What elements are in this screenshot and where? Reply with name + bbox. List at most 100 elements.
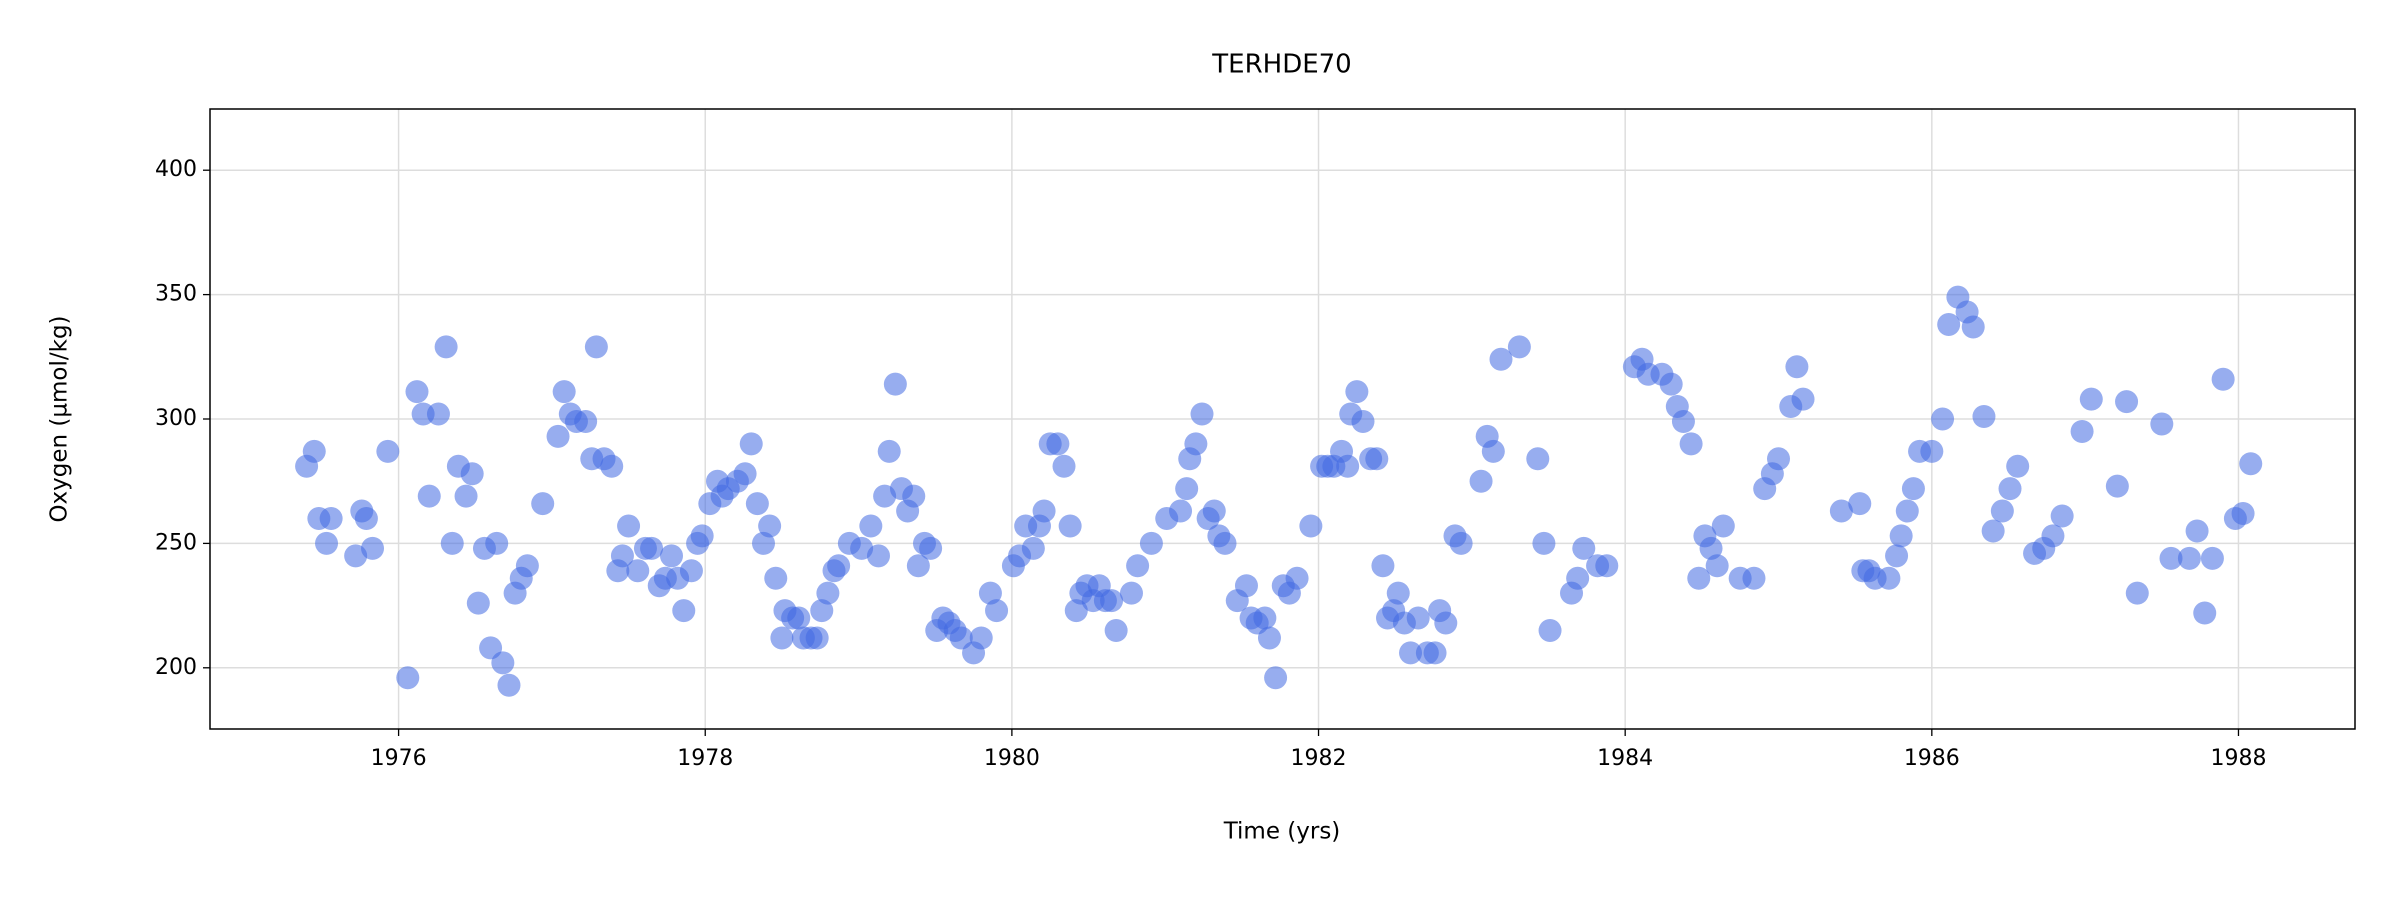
data-point bbox=[751, 531, 775, 555]
data-point bbox=[1469, 469, 1493, 493]
data-point bbox=[2006, 454, 2030, 478]
data-point bbox=[354, 507, 378, 531]
data-point bbox=[1767, 447, 1791, 471]
data-point bbox=[1046, 432, 1070, 456]
data-point bbox=[1021, 536, 1045, 560]
x-axis-label: Time (yrs) bbox=[1223, 819, 1341, 845]
data-point bbox=[515, 554, 539, 578]
data-point bbox=[1507, 335, 1531, 359]
data-point bbox=[770, 626, 794, 650]
data-point bbox=[417, 484, 441, 508]
data-point bbox=[883, 372, 907, 396]
data-point bbox=[2041, 524, 2065, 548]
data-point bbox=[1336, 454, 1360, 478]
data-point bbox=[733, 462, 757, 486]
data-point bbox=[1785, 355, 1809, 379]
data-point bbox=[491, 651, 515, 675]
data-point bbox=[1202, 499, 1226, 523]
data-point bbox=[1711, 514, 1735, 538]
data-point bbox=[2239, 452, 2263, 476]
data-point bbox=[440, 531, 464, 555]
data-point bbox=[1234, 574, 1258, 598]
data-point bbox=[302, 439, 326, 463]
data-point bbox=[531, 492, 555, 516]
data-point bbox=[552, 380, 576, 404]
data-point bbox=[1489, 347, 1513, 371]
x-tick-label: 1978 bbox=[677, 746, 733, 771]
data-point bbox=[460, 462, 484, 486]
data-point bbox=[1699, 536, 1723, 560]
data-point bbox=[758, 514, 782, 538]
data-point bbox=[319, 507, 343, 531]
data-point bbox=[1190, 402, 1214, 426]
data-point bbox=[361, 536, 385, 560]
data-point bbox=[1386, 581, 1410, 605]
data-point bbox=[1829, 499, 1853, 523]
data-point bbox=[906, 554, 930, 578]
data-point bbox=[610, 544, 634, 568]
data-point bbox=[816, 581, 840, 605]
data-point bbox=[2105, 474, 2129, 498]
data-point bbox=[690, 524, 714, 548]
data-point bbox=[1705, 554, 1729, 578]
data-point bbox=[1213, 531, 1237, 555]
data-point bbox=[877, 439, 901, 463]
data-point bbox=[1671, 409, 1695, 433]
data-point bbox=[1532, 531, 1556, 555]
data-point bbox=[1848, 492, 1872, 516]
data-point bbox=[1064, 599, 1088, 623]
data-point bbox=[1877, 566, 1901, 590]
x-tick-label: 1976 bbox=[371, 746, 427, 771]
data-point bbox=[2193, 601, 2217, 625]
data-point bbox=[672, 599, 696, 623]
data-point bbox=[866, 544, 890, 568]
data-point bbox=[574, 409, 598, 433]
data-point bbox=[617, 514, 641, 538]
data-point bbox=[1931, 407, 1955, 431]
data-point bbox=[764, 566, 788, 590]
data-point bbox=[1659, 372, 1683, 396]
y-tick-label: 200 bbox=[155, 655, 197, 680]
data-point bbox=[810, 599, 834, 623]
data-point bbox=[1351, 409, 1375, 433]
data-point bbox=[660, 544, 684, 568]
data-point bbox=[1990, 499, 2014, 523]
data-point bbox=[1972, 405, 1996, 429]
data-point bbox=[827, 554, 851, 578]
data-point bbox=[1449, 531, 1473, 555]
data-point bbox=[2150, 412, 2174, 436]
data-point bbox=[434, 335, 458, 359]
data-point bbox=[2200, 546, 2224, 570]
data-point bbox=[2231, 502, 2255, 526]
data-point bbox=[1889, 524, 1913, 548]
data-point bbox=[600, 454, 624, 478]
data-point bbox=[1100, 589, 1124, 613]
data-point bbox=[1526, 447, 1550, 471]
data-point bbox=[454, 484, 478, 508]
data-point bbox=[315, 531, 339, 555]
data-point bbox=[1139, 531, 1163, 555]
data-point bbox=[1679, 432, 1703, 456]
data-point bbox=[1434, 611, 1458, 635]
chart-title: TERHDE70 bbox=[1211, 50, 1351, 80]
data-point bbox=[1253, 606, 1277, 630]
data-point bbox=[2177, 546, 2201, 570]
data-point bbox=[497, 673, 521, 697]
data-point bbox=[1566, 566, 1590, 590]
data-point bbox=[1126, 554, 1150, 578]
data-point bbox=[805, 626, 829, 650]
plot-frame bbox=[209, 108, 2356, 730]
data-point bbox=[919, 536, 943, 560]
data-point bbox=[2125, 581, 2149, 605]
data-point bbox=[1981, 519, 2005, 543]
data-point bbox=[859, 514, 883, 538]
data-point bbox=[2070, 419, 2094, 443]
data-point bbox=[2050, 504, 2074, 528]
data-point bbox=[1032, 499, 1056, 523]
data-point bbox=[1481, 439, 1505, 463]
data-point bbox=[1371, 554, 1395, 578]
data-point bbox=[2211, 367, 2235, 391]
data-point bbox=[584, 335, 608, 359]
y-tick-label: 300 bbox=[155, 406, 197, 431]
x-tick-label: 1986 bbox=[1904, 746, 1960, 771]
